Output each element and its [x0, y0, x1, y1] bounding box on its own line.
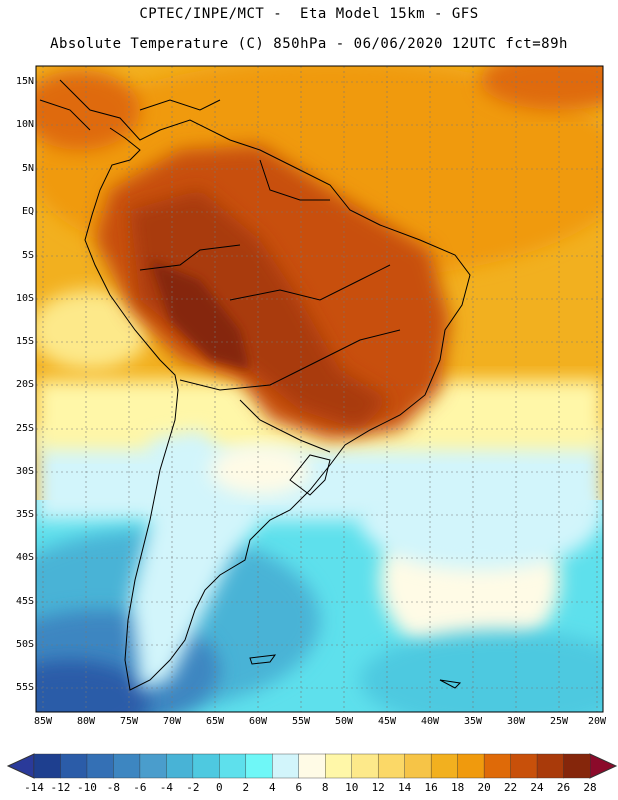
- colorbar-tick-label: -4: [159, 781, 173, 794]
- colorbar-cell: [404, 753, 432, 779]
- lon-label: 55W: [291, 716, 311, 727]
- colorbar-tick-label: -8: [106, 781, 121, 794]
- lon-label: 85W: [33, 716, 53, 727]
- colorbar-tick-label: 16: [424, 781, 438, 794]
- lon-label: 35W: [463, 716, 483, 727]
- lon-label: 20W: [587, 716, 607, 727]
- colorbar-cell: [139, 753, 167, 779]
- colorbar-cell: [377, 753, 406, 779]
- map-title-field: Absolute Temperature (C) 850hPa - 06/06/…: [50, 36, 568, 52]
- colorbar-cell: [245, 753, 273, 779]
- lon-label: 40W: [420, 716, 440, 727]
- colorbar-tick-label: 14: [398, 781, 412, 794]
- colorbar-tick-label: 10: [345, 781, 359, 794]
- lat-label: 5S: [21, 250, 34, 261]
- lat-label: 50S: [15, 639, 34, 650]
- colorbar-cell: [113, 753, 141, 779]
- lon-label: 45W: [377, 716, 397, 727]
- coastlines: [39, 79, 471, 691]
- colorbar-cell: [272, 753, 300, 779]
- colorbar-cell: [483, 753, 512, 779]
- colorbar-tick-label: 18: [450, 781, 465, 794]
- colorbar-over-triangle: [589, 753, 618, 779]
- colorbar-cell: [430, 753, 459, 779]
- map-frame: [35, 65, 604, 713]
- colorbar-tick-label: 12: [371, 781, 385, 794]
- colorbar-tick-label: 28: [583, 781, 597, 794]
- colorbar-tick-label: 6: [295, 781, 303, 794]
- colorbar-cell: [166, 753, 194, 779]
- lat-label: 5N: [21, 163, 34, 174]
- lon-label: 50W: [334, 716, 354, 727]
- colorbar-cell: [510, 753, 538, 779]
- colorbar-cell: [351, 753, 379, 779]
- colorbar-cell: [536, 753, 565, 779]
- lat-label: 20S: [15, 379, 34, 390]
- lat-label: 40S: [15, 552, 34, 563]
- colorbar: [6, 753, 618, 779]
- colorbar-cell: [86, 753, 114, 779]
- colorbar-cell: [457, 753, 485, 779]
- lat-label: 15S: [15, 336, 34, 347]
- lat-label: 55S: [15, 682, 34, 693]
- colorbar-tick-label: 26: [556, 781, 571, 794]
- colorbar-cell: [563, 753, 591, 779]
- colorbar-tick-label: 22: [503, 781, 518, 794]
- colorbar-cell: [298, 753, 326, 779]
- colorbar-tick-label: 0: [216, 781, 223, 794]
- colorbar-tick-label: -10: [77, 781, 97, 794]
- colorbar-tick-label: -6: [133, 781, 147, 794]
- colorbar-under-triangle: [6, 753, 35, 779]
- lon-label: 75W: [119, 716, 139, 727]
- colorbar-tick-label: 2: [242, 781, 250, 794]
- colorbar-tick-label: -12: [50, 781, 71, 794]
- colorbar-tick-label: -14: [24, 781, 44, 794]
- lat-label: 10S: [15, 293, 34, 304]
- colorbar-cell: [33, 753, 61, 779]
- lat-label: 45S: [15, 596, 34, 607]
- lat-label: EQ: [21, 206, 34, 217]
- colorbar-cell: [192, 753, 220, 779]
- colorbar-cell: [325, 753, 353, 779]
- lon-label: 80W: [76, 716, 96, 727]
- lon-label: 65W: [205, 716, 225, 727]
- lon-label: 70W: [162, 716, 182, 727]
- lat-label: 25S: [15, 423, 34, 434]
- lon-label: 30W: [506, 716, 526, 727]
- colorbar-cell: [219, 753, 247, 779]
- colorbar-tick-label: 4: [268, 781, 276, 794]
- lat-label: 10N: [15, 119, 34, 130]
- lon-label: 60W: [248, 716, 268, 727]
- colorbar-tick-label: 20: [477, 781, 491, 794]
- map-title-source: CPTEC/INPE/MCT - Eta Model 15km - GFS: [139, 6, 479, 22]
- lat-label: 30S: [15, 466, 34, 477]
- temperature-field: [36, 66, 603, 712]
- lat-label: 35S: [15, 509, 34, 520]
- lat-label: 15N: [15, 76, 34, 87]
- lon-label: 25W: [549, 716, 569, 727]
- colorbar-cell: [60, 753, 88, 779]
- colorbar-tick-label: 24: [530, 781, 544, 794]
- colorbar-tick-label: -2: [186, 781, 200, 794]
- colorbar-tick-label: 8: [321, 781, 329, 794]
